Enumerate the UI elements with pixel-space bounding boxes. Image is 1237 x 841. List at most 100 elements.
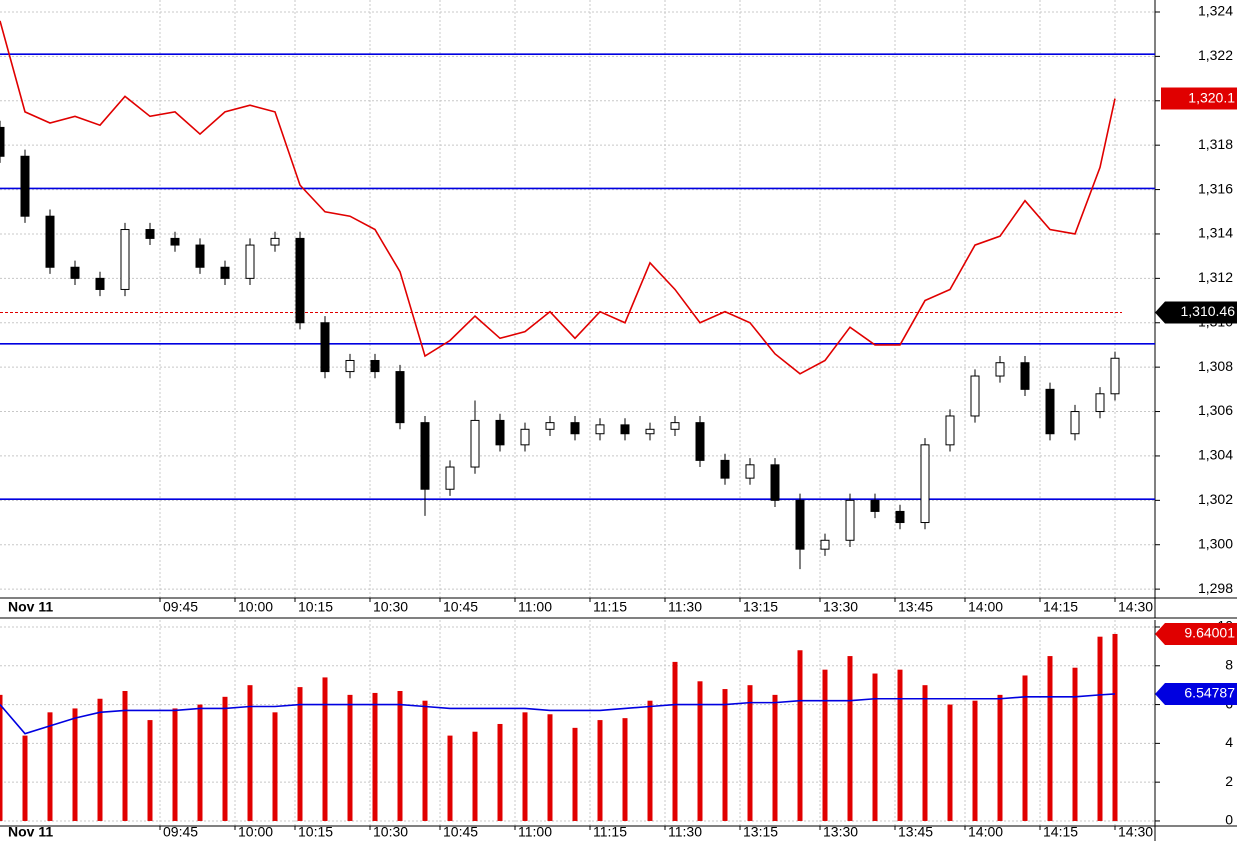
- volume-bar: [222, 696, 228, 821]
- x-tick-label: 13:15: [743, 824, 778, 840]
- volume-bar: [697, 681, 703, 821]
- candle-body: [620, 424, 630, 435]
- x-tick-label: 10:15: [298, 599, 333, 615]
- candle-body: [470, 419, 480, 468]
- volume-bar: [597, 720, 603, 821]
- x-tick-label: 09:45: [163, 824, 198, 840]
- candle-body: [720, 459, 730, 479]
- candle-body: [395, 371, 405, 424]
- volume-bar: [72, 708, 78, 821]
- volume-bar: [947, 704, 953, 821]
- volume-bar: [672, 661, 678, 821]
- x-tick-label: 10:30: [373, 599, 408, 615]
- x-tick-label: 13:30: [823, 599, 858, 615]
- volume-bar: [272, 712, 278, 821]
- volume-bar: [572, 727, 578, 821]
- x-tick-label: 10:00: [238, 599, 273, 615]
- volume-bar: [22, 735, 28, 821]
- volume-bar: [772, 694, 778, 821]
- y-tick-label: 0: [1225, 812, 1233, 828]
- y-tick-label: 1,308: [1198, 358, 1233, 374]
- candle-body: [970, 375, 980, 417]
- volume-bar: [722, 689, 728, 821]
- candle-body: [245, 244, 255, 279]
- candle-body: [1070, 411, 1080, 435]
- candle-body: [270, 237, 280, 246]
- candle-body: [420, 422, 430, 490]
- line-series: [0, 693, 1116, 735]
- volume-bar: [422, 700, 428, 821]
- candle-body: [495, 419, 505, 446]
- x-tick-label: 10:00: [238, 824, 273, 840]
- volume-bar: [97, 698, 103, 821]
- x-tick-label: 14:15: [1043, 824, 1078, 840]
- volume-bar: [1047, 656, 1053, 821]
- volume-bar: [347, 694, 353, 821]
- candle-body: [895, 510, 905, 524]
- candle-body: [95, 277, 105, 290]
- volume-bar: [847, 656, 853, 821]
- volume-bar: [122, 690, 128, 821]
- volume-bar: [797, 650, 803, 821]
- y-tick-label: 4: [1225, 734, 1233, 750]
- candle-body: [370, 359, 380, 373]
- x-tick-label: 11:15: [593, 824, 627, 840]
- y-tick-label: 1,312: [1198, 269, 1233, 285]
- volume-bar: [247, 685, 253, 821]
- candle-body: [195, 244, 205, 268]
- volume-bar: [1022, 675, 1028, 821]
- x-tick-label: 11:00: [518, 599, 552, 615]
- candle-body: [570, 422, 580, 435]
- candle-body: [520, 428, 530, 446]
- candle-body: [1095, 393, 1105, 413]
- current-price-label-box: [1155, 301, 1237, 324]
- line-series: [0, 20, 1116, 375]
- x-tick-label: 13:45: [898, 824, 933, 840]
- y-tick-label: 1,302: [1198, 491, 1233, 507]
- volume-bar: [522, 712, 528, 821]
- date-label: Nov 11: [8, 599, 53, 615]
- volume-bar: [922, 685, 928, 821]
- y-tick-label: 1,316: [1198, 180, 1233, 196]
- x-tick-label: 09:45: [163, 599, 198, 615]
- candle-body: [295, 237, 305, 324]
- volume-bar: [172, 708, 178, 821]
- y-tick-label: 1,314: [1198, 225, 1233, 241]
- x-tick-label: 11:00: [518, 824, 552, 840]
- x-tick-label: 10:45: [443, 824, 478, 840]
- x-tick-label: 14:30: [1118, 824, 1153, 840]
- x-tick-label: 13:30: [823, 824, 858, 840]
- candle-body: [670, 422, 680, 430]
- volume-bar: [997, 694, 1003, 821]
- candle-body: [795, 499, 805, 550]
- volume-bar: [1097, 636, 1103, 821]
- y-tick-label: 1,304: [1198, 447, 1233, 463]
- y-tick-label: 1,322: [1198, 47, 1233, 63]
- candle-body: [695, 422, 705, 461]
- candle-body: [745, 464, 755, 479]
- average-label: 6.54787: [1184, 685, 1235, 701]
- candle-body: [995, 362, 1005, 377]
- volume-bar: [747, 685, 753, 821]
- volume-bar: [822, 669, 828, 821]
- volume-bar: [397, 690, 403, 821]
- volume-bar: [622, 718, 628, 821]
- candle-body: [145, 229, 155, 239]
- volume-bar: [872, 673, 878, 821]
- volume-bar: [147, 720, 153, 821]
- x-tick-label: 14:30: [1118, 599, 1153, 615]
- x-tick-label: 13:15: [743, 599, 778, 615]
- volume-bar: [0, 694, 3, 821]
- x-tick-label: 14:00: [968, 599, 1003, 615]
- x-tick-label: 10:45: [443, 599, 478, 615]
- candle-body: [1110, 357, 1120, 395]
- y-tick-label: 1,324: [1198, 3, 1233, 19]
- candle-body: [70, 266, 80, 279]
- last-volume-label: 9.64001: [1184, 625, 1235, 641]
- candle-body: [770, 464, 780, 501]
- candle-body: [1020, 362, 1030, 390]
- candle-body: [20, 155, 30, 217]
- candle-body: [595, 424, 605, 435]
